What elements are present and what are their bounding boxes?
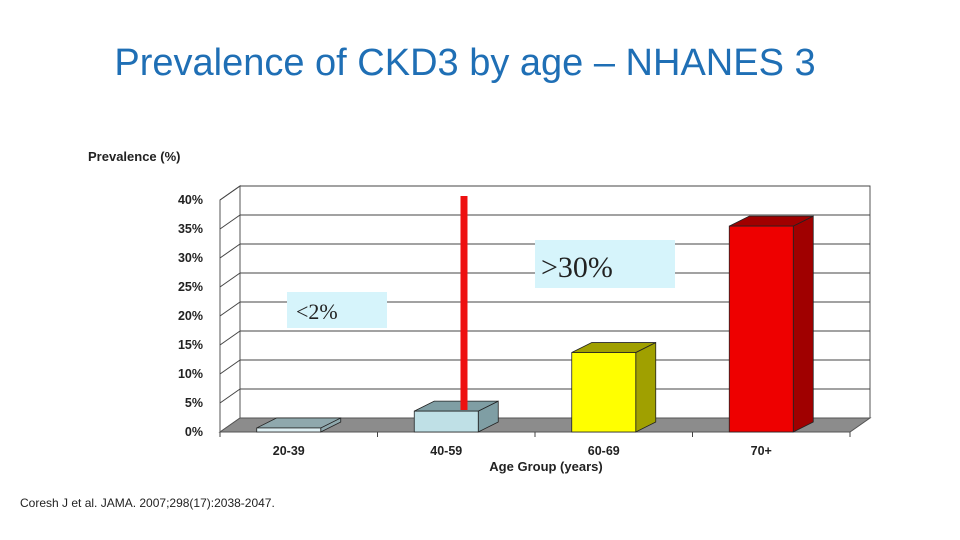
bar-side	[792, 215, 814, 433]
x-tick-label: 40-59	[430, 444, 462, 458]
y-axis-label: Prevalence (%)	[88, 149, 181, 164]
y-tick-label: 0%	[185, 425, 203, 439]
gridline-side	[219, 243, 241, 259]
gridline-side	[219, 185, 241, 201]
gridline-side	[219, 359, 241, 375]
callout-box-high	[535, 240, 675, 288]
callout-text-low: <2%	[296, 299, 338, 324]
y-tick-label: 25%	[178, 280, 203, 294]
callout-text-high: >30%	[541, 251, 613, 284]
gridline-side	[219, 330, 241, 346]
callout-box-low	[287, 292, 387, 328]
citation: Coresh J et al. JAMA. 2007;298(17):2038-…	[20, 496, 275, 510]
gridline-side	[219, 214, 241, 230]
y-tick-label: 35%	[178, 222, 203, 236]
y-tick-label: 5%	[185, 396, 203, 410]
y-tick-label: 15%	[178, 338, 203, 352]
bar	[728, 225, 794, 433]
x-tick-label: 60-69	[588, 444, 620, 458]
gridline-side	[219, 272, 241, 288]
y-tick-label: 20%	[178, 309, 203, 323]
chart-floor	[218, 417, 872, 433]
x-axis-label: Age Group (years)	[489, 459, 602, 474]
gridline-side	[219, 301, 241, 317]
bar	[413, 410, 479, 433]
y-tick-label: 30%	[178, 251, 203, 265]
bar	[571, 352, 637, 433]
gridline-side	[219, 388, 241, 404]
y-tick-label: 10%	[178, 367, 203, 381]
bar-side	[635, 341, 657, 433]
y-tick-label: 40%	[178, 193, 203, 207]
x-tick-label: 70+	[751, 444, 772, 458]
x-tick-label: 20-39	[273, 444, 305, 458]
bar	[256, 427, 322, 433]
slide-title: Prevalence of CKD3 by age – NHANES 3	[114, 42, 816, 84]
